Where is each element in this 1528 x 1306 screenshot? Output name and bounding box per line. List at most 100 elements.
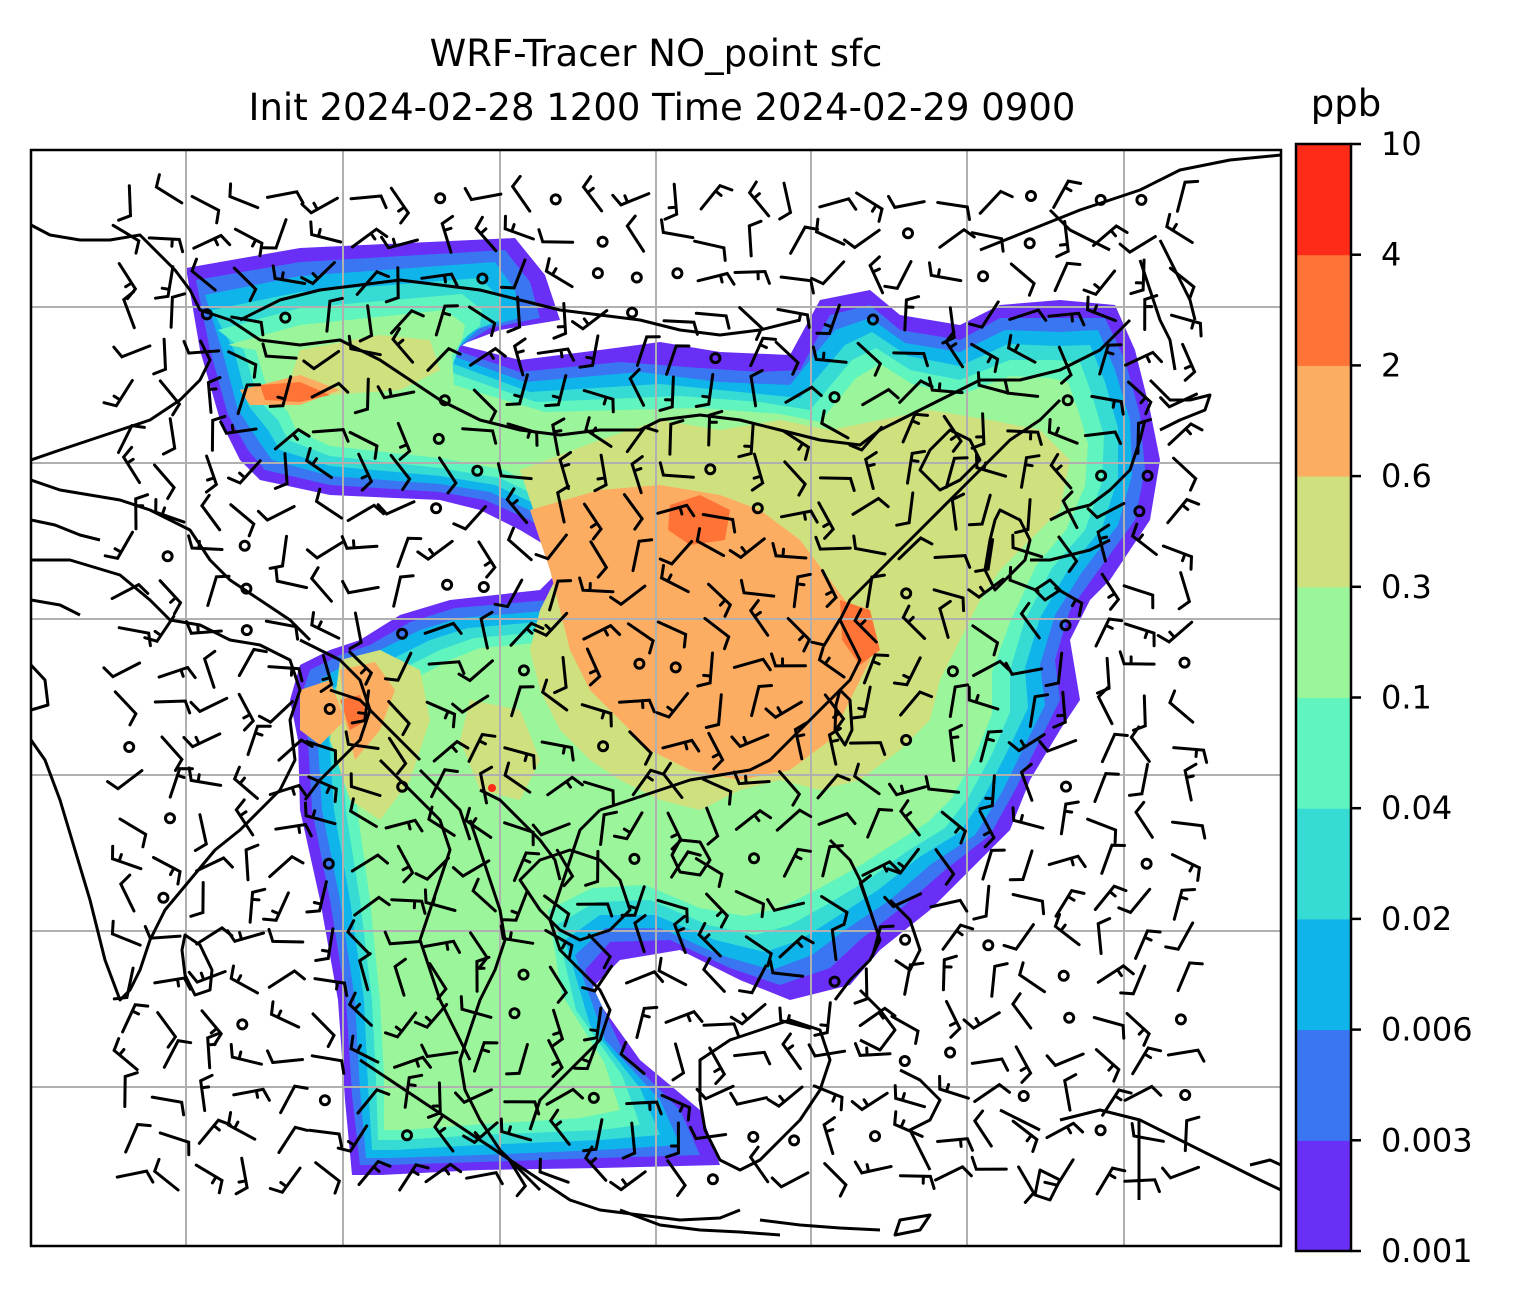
colorbar-bin xyxy=(1296,1140,1351,1252)
wind-barb xyxy=(732,657,772,672)
wind-barb xyxy=(499,924,535,945)
wind-barb xyxy=(1045,1121,1085,1140)
coastlines xyxy=(31,153,1281,1237)
map-panel xyxy=(31,150,1281,1246)
wind-barb xyxy=(979,729,1003,763)
wind-barb xyxy=(533,611,569,638)
wind-barb xyxy=(357,1159,392,1186)
wind-barb xyxy=(1011,992,1033,1030)
wind-barb xyxy=(581,175,604,213)
calm-wind-circle xyxy=(867,313,879,326)
wind-barb xyxy=(503,746,536,770)
calm-wind-circle xyxy=(706,1173,719,1186)
wind-barb xyxy=(279,1084,309,1115)
wind-barb xyxy=(618,698,656,714)
calm-wind-circle xyxy=(517,664,530,677)
wind-barb xyxy=(383,930,422,946)
wind-barb xyxy=(452,505,487,531)
wind-barb xyxy=(229,503,256,538)
wind-barb xyxy=(1094,617,1124,648)
wind-barb xyxy=(346,919,371,955)
wind-barb xyxy=(582,623,622,641)
wind-barb xyxy=(890,1014,920,1045)
wind-barb xyxy=(807,1043,847,1058)
wind-barb xyxy=(1093,771,1120,803)
wind-barb xyxy=(110,582,150,601)
wind-barb xyxy=(1143,294,1159,331)
wind-barb xyxy=(154,173,184,205)
wind-barb xyxy=(267,927,305,944)
calm-wind-circle xyxy=(628,852,641,865)
wind-barb xyxy=(704,693,723,729)
colorbar-bin xyxy=(1296,476,1351,588)
wind-barb xyxy=(311,1012,336,1048)
wind-barb xyxy=(811,345,848,364)
wind-barb xyxy=(853,1042,892,1057)
wind-barb xyxy=(816,773,851,800)
wind-barb xyxy=(734,808,773,831)
wind-barb xyxy=(929,898,969,913)
wind-barb xyxy=(747,219,763,258)
wind-barb xyxy=(1117,887,1152,915)
wind-barb xyxy=(121,445,141,485)
wind-barb xyxy=(856,341,883,377)
wind-barb xyxy=(865,573,886,609)
wind-barb xyxy=(496,462,533,481)
field-level-9 xyxy=(488,784,496,792)
wind-barb xyxy=(784,385,823,404)
calm-wind-circle xyxy=(626,306,639,319)
wind-barb xyxy=(672,915,687,954)
colorbar-bin xyxy=(1296,1029,1351,1141)
wind-barb xyxy=(510,685,535,718)
field-level-7 xyxy=(530,485,870,780)
wind-barb xyxy=(423,888,457,912)
wind-barb xyxy=(582,780,615,805)
wind-barb xyxy=(357,952,372,992)
wind-barb xyxy=(662,319,699,336)
wind-barb xyxy=(1168,689,1195,724)
calm-wind-circle xyxy=(900,734,913,746)
wind-barb xyxy=(705,892,730,929)
wind-barb xyxy=(182,732,222,749)
wind-barb xyxy=(309,566,333,603)
wind-barb xyxy=(701,956,726,993)
wind-barb xyxy=(153,699,192,715)
wind-barb xyxy=(1131,1046,1163,1076)
wind-barb xyxy=(778,770,802,807)
wind-barb xyxy=(230,315,265,337)
wind-barb xyxy=(1086,817,1118,845)
wind-barb xyxy=(863,451,878,490)
wind-barb xyxy=(815,303,841,336)
wind-barb xyxy=(631,768,665,797)
calm-wind-circle xyxy=(396,780,409,793)
wind-barb xyxy=(150,1095,186,1117)
wind-barb xyxy=(152,337,168,376)
calm-wind-circle xyxy=(1133,505,1146,518)
wind-barb xyxy=(1059,800,1080,836)
wind-barb xyxy=(1181,342,1197,382)
wind-barb xyxy=(1007,733,1046,753)
wind-barb xyxy=(822,1116,836,1156)
wind-barb xyxy=(1118,650,1156,666)
colorbar-tick-label: 0.006 xyxy=(1381,1011,1473,1049)
wind-barb xyxy=(462,1121,499,1145)
wind-barb xyxy=(976,371,1010,395)
wind-barb xyxy=(941,954,958,992)
calm-wind-circle xyxy=(471,464,484,477)
wind-barb xyxy=(103,530,134,560)
wind-barb xyxy=(968,300,1000,329)
wind-barb xyxy=(1004,661,1044,676)
wind-barb xyxy=(110,844,143,871)
wind-barb xyxy=(347,991,373,1027)
wind-barb xyxy=(427,660,466,675)
wind-barb xyxy=(978,809,996,849)
title-line-1: WRF-Tracer NO_point sfc xyxy=(430,32,883,75)
wind-barb xyxy=(461,427,498,445)
wind-barb xyxy=(428,962,448,1001)
wind-barb xyxy=(1177,571,1192,611)
wind-barb xyxy=(457,659,494,683)
wind-barb xyxy=(747,180,771,218)
wind-barb xyxy=(766,898,805,913)
wind-barb xyxy=(474,215,498,253)
wind-barb xyxy=(1095,656,1111,695)
